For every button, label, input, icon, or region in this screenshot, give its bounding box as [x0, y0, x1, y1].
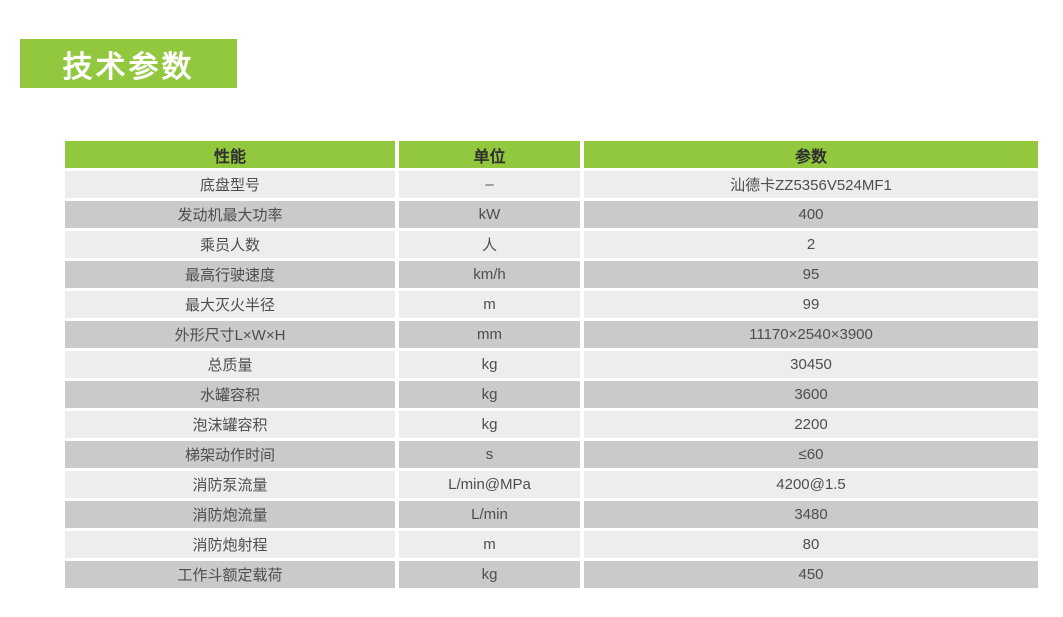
spec-name-cell: 消防炮射程 [65, 531, 395, 558]
spec-unit-cell: kg [399, 351, 580, 378]
table-header-row: 性能 单位 参数 [65, 141, 1038, 168]
spec-unit-cell: 人 [399, 231, 580, 258]
header-cell-performance: 性能 [65, 141, 395, 168]
spec-value-cell: 2 [584, 231, 1038, 258]
spec-row: 水罐容积 kg 3600 [65, 381, 1038, 408]
spec-row: 发动机最大功率 kW 400 [65, 201, 1038, 228]
spec-unit-cell: kg [399, 381, 580, 408]
header-cell-parameter: 参数 [584, 141, 1038, 168]
spec-name-cell: 最大灭火半径 [65, 291, 395, 318]
spec-value-cell: 3600 [584, 381, 1038, 408]
spec-unit-cell: L/min@MPa [399, 471, 580, 498]
spec-name-cell: 泡沫罐容积 [65, 411, 395, 438]
spec-row: 梯架动作时间 s ≤60 [65, 441, 1038, 468]
spec-row: 最大灭火半径 m 99 [65, 291, 1038, 318]
spec-row: 外形尺寸L×W×H mm 11170×2540×3900 [65, 321, 1038, 348]
spec-value-cell: 99 [584, 291, 1038, 318]
spec-unit-cell: L/min [399, 501, 580, 528]
spec-value-cell: 汕德卡ZZ5356V524MF1 [584, 171, 1038, 198]
spec-row: 消防炮流量 L/min 3480 [65, 501, 1038, 528]
spec-unit-cell: s [399, 441, 580, 468]
spec-name-cell: 底盘型号 [65, 171, 395, 198]
spec-name-cell: 最高行驶速度 [65, 261, 395, 288]
spec-unit-cell: kg [399, 561, 580, 588]
spec-value-cell: 11170×2540×3900 [584, 321, 1038, 348]
spec-name-cell: 外形尺寸L×W×H [65, 321, 395, 348]
spec-value-cell: 3480 [584, 501, 1038, 528]
spec-value-cell: 80 [584, 531, 1038, 558]
spec-value-cell: ≤60 [584, 441, 1038, 468]
spec-row: 消防泵流量 L/min@MPa 4200@1.5 [65, 471, 1038, 498]
spec-unit-cell: km/h [399, 261, 580, 288]
spec-table: 性能 单位 参数 底盘型号 – 汕德卡ZZ5356V524MF1 发动机最大功率… [65, 141, 1038, 588]
header-cell-unit: 单位 [399, 141, 580, 168]
spec-name-cell: 消防炮流量 [65, 501, 395, 528]
spec-unit-cell: m [399, 291, 580, 318]
spec-unit-cell: m [399, 531, 580, 558]
spec-row: 最高行驶速度 km/h 95 [65, 261, 1038, 288]
spec-name-cell: 工作斗额定载荷 [65, 561, 395, 588]
spec-name-cell: 乘员人数 [65, 231, 395, 258]
spec-unit-cell: – [399, 171, 580, 198]
spec-unit-cell: kg [399, 411, 580, 438]
spec-row: 消防炮射程 m 80 [65, 531, 1038, 558]
spec-row: 工作斗额定载荷 kg 450 [65, 561, 1038, 588]
spec-value-cell: 95 [584, 261, 1038, 288]
spec-value-cell: 4200@1.5 [584, 471, 1038, 498]
spec-value-cell: 400 [584, 201, 1038, 228]
spec-name-cell: 发动机最大功率 [65, 201, 395, 228]
page-title: 技术参数 [20, 39, 237, 88]
spec-value-cell: 2200 [584, 411, 1038, 438]
spec-name-cell: 消防泵流量 [65, 471, 395, 498]
spec-value-cell: 450 [584, 561, 1038, 588]
spec-row: 总质量 kg 30450 [65, 351, 1038, 378]
spec-row: 乘员人数 人 2 [65, 231, 1038, 258]
spec-unit-cell: mm [399, 321, 580, 348]
spec-name-cell: 水罐容积 [65, 381, 395, 408]
spec-row: 底盘型号 – 汕德卡ZZ5356V524MF1 [65, 171, 1038, 198]
spec-name-cell: 总质量 [65, 351, 395, 378]
spec-row: 泡沫罐容积 kg 2200 [65, 411, 1038, 438]
spec-value-cell: 30450 [584, 351, 1038, 378]
spec-unit-cell: kW [399, 201, 580, 228]
spec-name-cell: 梯架动作时间 [65, 441, 395, 468]
